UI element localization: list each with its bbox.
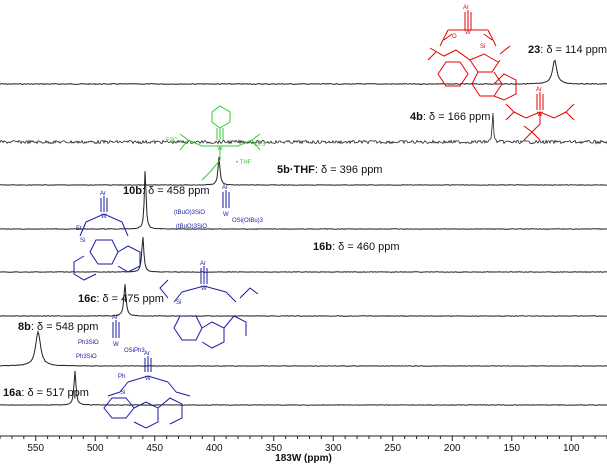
structure-23-w: W bbox=[465, 30, 471, 36]
x-tick-label-450: 450 bbox=[146, 443, 163, 454]
x-tick-label-100: 100 bbox=[563, 443, 580, 454]
structure-8b-bottom: Ph3SiO bbox=[76, 354, 97, 360]
structure-16a-ar: Ar bbox=[144, 351, 150, 357]
x-tick-label-150: 150 bbox=[503, 443, 520, 454]
structure-4b-w: W bbox=[537, 112, 543, 118]
structure-5b-f3c: F3C bbox=[166, 138, 178, 144]
structure-23-si: Si bbox=[480, 44, 485, 50]
x-tick-label-250: 250 bbox=[384, 443, 401, 454]
structure-10b-right: OSi(OtBu)3 bbox=[232, 218, 264, 224]
structure-5b-thf: • THF bbox=[236, 160, 252, 166]
structure-5b-thf: F3C CF3 W • THF bbox=[166, 105, 266, 181]
structure-16c-w: W bbox=[201, 286, 207, 292]
structure-4b: Ar W bbox=[505, 87, 575, 141]
structure-16b: Ar Et Si W bbox=[73, 191, 141, 281]
x-tick-label-500: 500 bbox=[87, 443, 104, 454]
structure-10b-left: (tBuO)3SiO bbox=[174, 210, 205, 216]
spectrum-trace-16c bbox=[0, 284, 607, 317]
structure-10b: Ar (tBuO)3SiO W OSi(OtBu)3 (tBuO)3SiO bbox=[174, 185, 264, 230]
x-tick-label-200: 200 bbox=[444, 443, 461, 454]
structure-10b-ar: Ar bbox=[222, 185, 228, 191]
structure-16a: Ar Ph Si W bbox=[103, 351, 191, 429]
spectrum-trace-16a bbox=[0, 370, 607, 406]
structure-23-o: O bbox=[452, 34, 457, 40]
spectrum-trace-8b bbox=[0, 329, 607, 367]
spectrum-label-16b: 16b: δ = 460 ppm bbox=[313, 241, 400, 253]
spectrum-label-16a: 16a: δ = 517 ppm bbox=[3, 387, 89, 399]
structure-8b-w: W bbox=[113, 342, 119, 348]
spectrum-label-5bthf: 5b·THF: δ = 396 ppm bbox=[277, 164, 382, 176]
structure-23-ar: Ar bbox=[463, 5, 469, 11]
structure-16b-si: Si bbox=[80, 238, 85, 244]
spectrum-trace-23 bbox=[0, 59, 607, 85]
structure-8b-ar: Ar bbox=[112, 315, 118, 321]
structure-16c-si: Si bbox=[176, 300, 181, 306]
structure-10b-w: W bbox=[223, 212, 229, 218]
x-tick-label-300: 300 bbox=[325, 443, 342, 454]
structure-5b-w: W bbox=[217, 146, 223, 152]
x-tick-label-400: 400 bbox=[206, 443, 223, 454]
structure-10b-bottom: (tBuO)3SiO bbox=[176, 224, 207, 230]
structure-23: Ar W O Si bbox=[427, 5, 517, 101]
structure-4b-ar: Ar bbox=[536, 87, 542, 93]
structure-16c-ar: Ar bbox=[200, 261, 206, 267]
structure-5b-cf3: CF3 bbox=[254, 142, 266, 148]
x-tick-label-550: 550 bbox=[27, 443, 44, 454]
spectrum-trace-10b bbox=[0, 171, 607, 230]
structure-16c: Ar Si W bbox=[159, 261, 259, 349]
structure-8b: Ar Ph3SiO W OSiPh3 Ph3SiO bbox=[76, 315, 145, 360]
structure-drawings: Ar W O Si Ar W F3C CF3 W • THF Ar bbox=[73, 5, 575, 429]
spectrum-label-16c: 16c: δ = 475 ppm bbox=[78, 293, 164, 305]
spectrum-label-4b: 4b: δ = 166 ppm bbox=[410, 111, 490, 123]
x-axis-title: 183W (ppm) bbox=[275, 453, 332, 464]
spectrum-label-8b: 8b: δ = 548 ppm bbox=[18, 321, 98, 333]
spectrum-trace-5bthf bbox=[0, 156, 607, 186]
spectrum-label-10b: 10b: δ = 458 ppm bbox=[123, 185, 210, 197]
structure-16b-et: Et bbox=[76, 226, 82, 232]
structure-16b-ar: Ar bbox=[100, 191, 106, 197]
spectrum-trace-4b bbox=[0, 112, 607, 145]
spectrum-trace-16b bbox=[0, 236, 607, 273]
spectrum-label-23: 23: δ = 114 ppm bbox=[528, 44, 607, 56]
x-axis: 550 500 450 400 350 300 250 200 150 100 183W (ppm) bbox=[0, 435, 607, 464]
structure-16a-w: W bbox=[145, 376, 151, 382]
structure-8b-left: Ph3SiO bbox=[78, 340, 99, 346]
structure-16a-si: Si bbox=[120, 390, 125, 396]
spectra-traces bbox=[0, 59, 607, 406]
structure-16a-ph: Ph bbox=[118, 374, 125, 380]
x-tick-label-350: 350 bbox=[265, 443, 282, 454]
spectrum-labels: 23: δ = 114 ppm 4b: δ = 166 ppm 5b·THF: δ … bbox=[3, 44, 607, 399]
structure-16b-w: W bbox=[101, 214, 107, 220]
structure-8b-right: OSiPh3 bbox=[124, 348, 145, 354]
